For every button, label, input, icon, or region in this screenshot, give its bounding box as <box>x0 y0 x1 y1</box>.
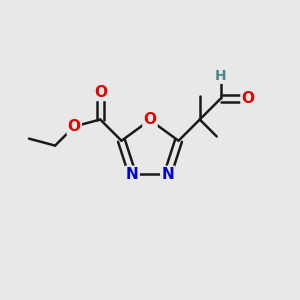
Text: N: N <box>161 167 174 182</box>
Text: O: O <box>94 85 107 100</box>
Text: N: N <box>126 167 139 182</box>
Text: O: O <box>68 119 81 134</box>
Text: H: H <box>215 69 227 83</box>
Text: O: O <box>143 112 157 128</box>
Text: O: O <box>242 91 254 106</box>
